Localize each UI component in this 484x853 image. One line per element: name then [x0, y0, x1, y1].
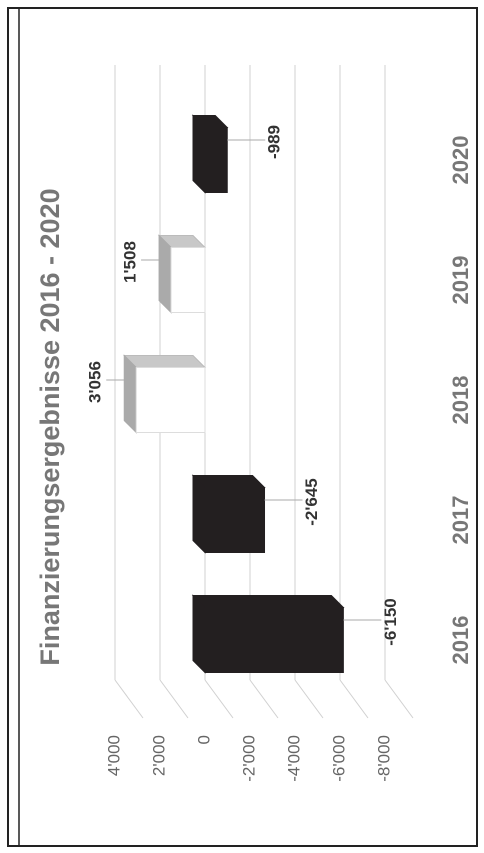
bar — [204, 487, 266, 553]
x-tick-label: 2020 — [448, 136, 473, 185]
grid-floor — [159, 679, 189, 719]
y-tick-label: 4'000 — [104, 735, 123, 776]
y-tick-label: 0 — [194, 735, 213, 744]
value-label: -989 — [265, 125, 284, 159]
bar-top — [158, 234, 172, 314]
bar-top — [192, 594, 206, 674]
chart-title: Finanzierungsergebnisse 2016 - 2020 — [35, 188, 65, 665]
grid-floor — [204, 679, 234, 719]
y-tick-label: -6'000 — [329, 735, 348, 782]
y-tick-label: -8'000 — [374, 735, 393, 782]
chart-body: Finanzierungsergebnisse 2016 - 2020 -8'0… — [35, 65, 473, 782]
grid-floor — [114, 679, 144, 719]
grid-floor — [294, 679, 324, 719]
bar-side — [123, 355, 207, 368]
bar-top — [123, 354, 137, 434]
x-tick-label: 2019 — [448, 256, 473, 305]
grid-floor — [384, 679, 414, 719]
bar-side — [191, 595, 345, 608]
grid-floor — [339, 679, 369, 719]
x-tick-label: 2017 — [448, 496, 473, 545]
bar-top — [192, 114, 206, 194]
x-tick-label: 2016 — [448, 616, 473, 665]
y-tick-label: -2'000 — [239, 735, 258, 782]
bar — [170, 247, 206, 313]
bar — [204, 607, 344, 673]
frame — [7, 7, 478, 847]
value-label: 1'508 — [121, 241, 140, 283]
y-tick-label: -4'000 — [284, 735, 303, 782]
grid-floor — [249, 679, 279, 719]
y-tick-label: 2'000 — [149, 735, 168, 776]
value-label: -2'645 — [302, 478, 321, 526]
bar-top — [192, 474, 206, 554]
value-label: -6'150 — [381, 598, 400, 646]
bar — [204, 127, 228, 193]
value-label: 3'056 — [86, 361, 105, 403]
bar — [135, 367, 206, 433]
x-tick-label: 2018 — [448, 376, 473, 425]
